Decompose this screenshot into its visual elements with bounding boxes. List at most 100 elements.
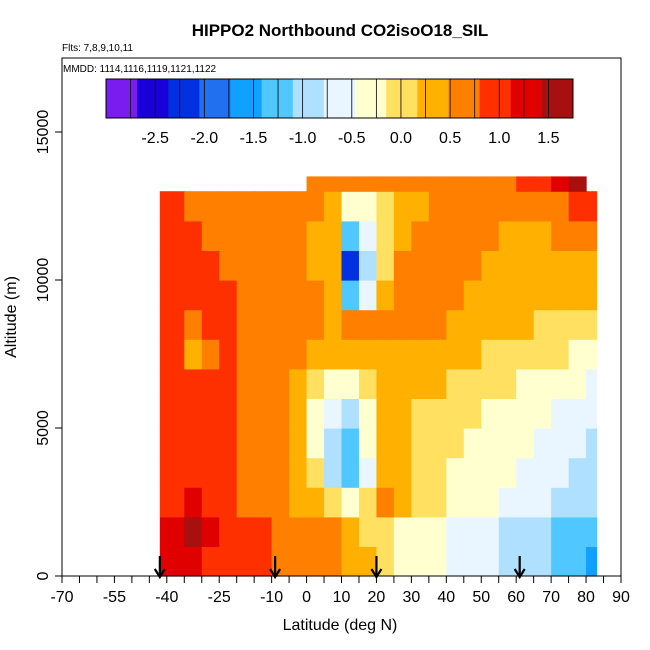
heatmap-cell	[236, 368, 255, 399]
heatmap-cell	[533, 546, 552, 577]
heatmap-cell	[306, 191, 325, 222]
heatmap-cell	[568, 191, 587, 222]
heatmap-cell	[481, 398, 500, 429]
heatmap-cell	[446, 176, 465, 192]
heatmap-cell	[411, 191, 430, 222]
heatmap-cell	[481, 457, 500, 488]
heatmap-cell	[428, 428, 447, 459]
heatmap-cell	[271, 487, 290, 518]
heatmap-cell	[463, 487, 482, 518]
heatmap-cell	[184, 191, 203, 222]
heatmap-cell	[481, 428, 500, 459]
colorbar-tick-label: -1.0	[289, 130, 317, 147]
heatmap-cell	[586, 457, 598, 488]
x-tick-label: 70	[542, 589, 560, 606]
heatmap-cell	[271, 398, 290, 429]
heatmap-cell	[159, 368, 185, 399]
heatmap-cell	[289, 457, 308, 488]
heatmap-cell	[481, 309, 500, 340]
colorbar-segment	[230, 79, 263, 118]
heatmap-cell	[271, 428, 290, 459]
heatmap-cell	[306, 368, 325, 399]
heatmap-cell	[498, 398, 517, 429]
heatmap-cell	[324, 368, 343, 399]
heatmap-cell	[201, 220, 220, 251]
heatmap-cell	[324, 280, 343, 311]
heatmap-cell	[184, 339, 203, 370]
x-tick-label: -40	[155, 589, 178, 606]
heatmap-cell	[324, 546, 343, 577]
heatmap-cell	[498, 309, 517, 340]
x-tick-label: 20	[368, 589, 386, 606]
heatmap-cell	[411, 428, 430, 459]
heatmap-cell	[306, 309, 325, 340]
heatmap-cell	[393, 309, 412, 340]
heatmap-cell	[324, 339, 343, 370]
heatmap-cell	[201, 280, 220, 311]
heatmap-cell	[533, 339, 552, 370]
heatmap-cell	[358, 176, 378, 192]
heatmap-cell	[376, 368, 395, 399]
heatmap-cell	[358, 220, 378, 251]
heatmap-cell	[324, 428, 343, 459]
heatmap-cell	[516, 176, 535, 192]
heatmap-cell	[306, 398, 325, 429]
heatmap-cell	[481, 487, 500, 518]
heatmap-cell	[159, 428, 185, 459]
heatmap-cell	[219, 250, 238, 281]
heatmap-cell	[184, 309, 203, 340]
heatmap-cell	[463, 280, 482, 311]
x-tick-label: 10	[333, 589, 351, 606]
heatmap-cell	[306, 516, 325, 547]
heatmap-cell	[498, 191, 517, 222]
heatmap-cell	[341, 546, 360, 577]
heatmap-cell	[393, 368, 412, 399]
heatmap-cell	[551, 487, 570, 518]
heatmap-cell	[568, 220, 587, 251]
heatmap-cell	[159, 487, 185, 518]
heatmap-cell	[428, 457, 447, 488]
heatmap-cell	[358, 398, 378, 429]
heatmap-cell	[358, 191, 378, 222]
heatmap-cell	[306, 428, 325, 459]
heatmap-cell	[516, 280, 535, 311]
heatmap-cell	[254, 398, 273, 429]
heatmap-cell	[551, 339, 570, 370]
heatmap-cell	[184, 546, 203, 577]
profile-arrows	[153, 556, 526, 580]
heatmap-cell	[306, 487, 325, 518]
x-tick-label: 90	[612, 589, 630, 606]
heatmap-cells	[159, 176, 598, 577]
heatmap-cell	[533, 516, 552, 547]
colorbar-segment	[137, 79, 169, 118]
heatmap-cell	[184, 220, 203, 251]
heatmap-cell	[586, 339, 598, 370]
heatmap-cell	[271, 220, 290, 251]
colorbar-segment	[448, 79, 480, 118]
heatmap-cell	[254, 487, 273, 518]
heatmap-cell	[428, 176, 447, 192]
heatmap-cell	[428, 487, 447, 518]
heatmap-cell	[184, 487, 203, 518]
heatmap-cell	[219, 546, 238, 577]
chart-title: HIPPO2 Northbound CO2isoO18_SIL	[192, 21, 489, 40]
heatmap-cell	[184, 250, 203, 281]
heatmap-cell	[271, 250, 290, 281]
heatmap-cell	[533, 191, 552, 222]
colorbar-tick-label: -2.0	[191, 130, 219, 147]
heatmap-cell	[463, 546, 482, 577]
heatmap-cell	[498, 339, 517, 370]
heatmap-cell	[201, 309, 220, 340]
heatmap-cell	[376, 457, 395, 488]
heatmap-cell	[393, 457, 412, 488]
heatmap-cell	[306, 250, 325, 281]
heatmap-cell	[201, 428, 220, 459]
heatmap-cell	[551, 309, 570, 340]
heatmap-cell	[446, 220, 465, 251]
heatmap-cell	[481, 280, 500, 311]
heatmap-cell	[159, 339, 185, 370]
heatmap-cell	[306, 457, 325, 488]
heatmap-cell	[289, 487, 308, 518]
heatmap-cell	[568, 309, 587, 340]
